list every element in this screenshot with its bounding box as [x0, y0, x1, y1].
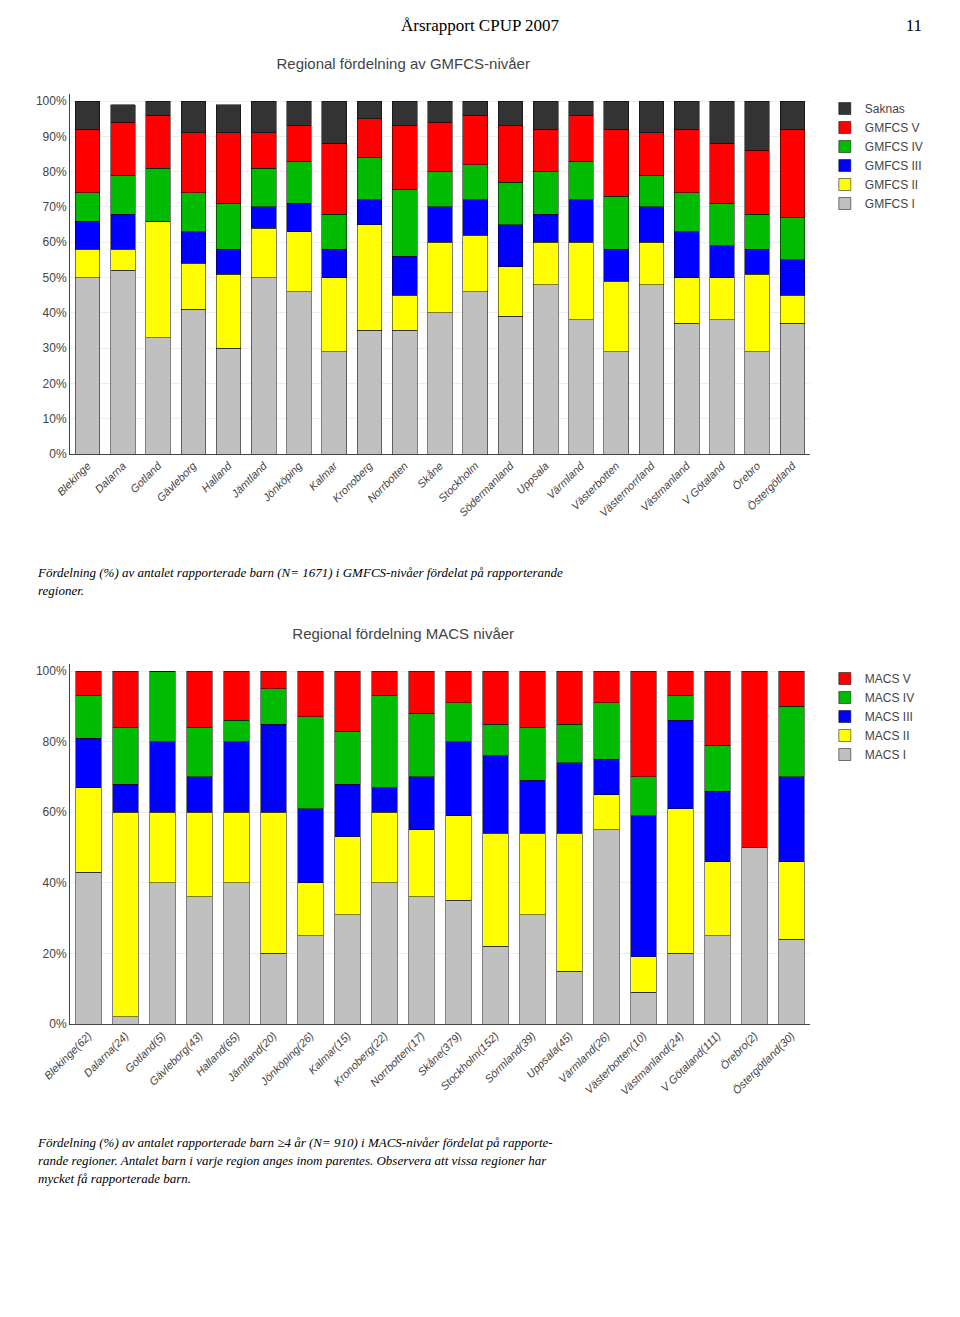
svg-text:60%: 60% — [43, 805, 67, 819]
svg-text:80%: 80% — [43, 735, 67, 749]
svg-text:Gotland(5): Gotland(5) — [123, 1029, 168, 1074]
svg-text:0%: 0% — [49, 1017, 67, 1031]
svg-text:70%: 70% — [43, 200, 67, 214]
svg-text:Östergötland: Östergötland — [745, 459, 799, 513]
svg-text:GMFCS I: GMFCS I — [865, 197, 915, 211]
svg-text:Uppsala(45): Uppsala(45) — [524, 1029, 575, 1080]
svg-text:GMFCS III: GMFCS III — [865, 159, 922, 173]
svg-text:20%: 20% — [43, 377, 67, 391]
svg-text:40%: 40% — [43, 306, 67, 320]
svg-text:Kalmar: Kalmar — [306, 459, 340, 493]
html-text:11: 11 — [905, 16, 922, 35]
svg-text:Dalarna: Dalarna — [92, 460, 128, 496]
html-text:Fördelning (%) av antalet rapp: Fördelning (%) av antalet rapporterade b… — [38, 565, 563, 580]
svg-text:Västernorrland: Västernorrland — [597, 459, 657, 519]
svg-text:V Götaland(111): V Götaland(111) — [658, 1029, 723, 1094]
svg-text:Västerbotten: Västerbotten — [569, 460, 622, 513]
svg-text:GMFCS V: GMFCS V — [865, 121, 920, 135]
svg-text:V Götaland: V Götaland — [680, 459, 728, 507]
svg-text:Skåne: Skåne — [415, 460, 446, 491]
svg-text:Västerbotten(10): Västerbotten(10) — [582, 1029, 649, 1096]
svg-text:Kronoberg(22): Kronoberg(22) — [331, 1029, 390, 1088]
svg-text:Jönköping(26): Jönköping(26) — [257, 1029, 316, 1088]
svg-text:Sörmland(39): Sörmland(39) — [482, 1029, 538, 1085]
svg-text:Halland(65): Halland(65) — [193, 1029, 242, 1078]
svg-text:Saknas: Saknas — [865, 102, 905, 116]
svg-text:Uppsala: Uppsala — [514, 460, 551, 497]
html-text:mycket få rapporterade barn.: mycket få rapporterade barn. — [38, 1171, 192, 1186]
html-text:regioner.: regioner. — [38, 583, 85, 598]
svg-text:Stockholm(152): Stockholm(152) — [438, 1029, 501, 1092]
svg-text:0%: 0% — [49, 447, 67, 461]
svg-text:30%: 30% — [43, 341, 67, 355]
svg-text:Örebro: Örebro — [730, 460, 763, 493]
svg-text:Dalarna(24): Dalarna(24) — [81, 1029, 131, 1079]
svg-text:10%: 10% — [43, 412, 67, 426]
svg-text:Gotland: Gotland — [128, 459, 164, 495]
svg-text:Jämtland(20): Jämtland(20) — [224, 1029, 279, 1084]
svg-text:60%: 60% — [43, 235, 67, 249]
svg-text:Södermanland: Södermanland — [457, 459, 517, 519]
svg-text:MACS IV: MACS IV — [865, 691, 914, 705]
svg-text:Örebro(2): Örebro(2) — [718, 1029, 760, 1071]
svg-text:Kronoberg: Kronoberg — [330, 459, 375, 504]
html-text:rande regioner. Antalet barn i: rande regioner. Antalet barn i varje reg… — [38, 1153, 547, 1168]
svg-text:Kalmar(15): Kalmar(15) — [306, 1029, 353, 1076]
svg-text:80%: 80% — [43, 165, 67, 179]
svg-text:100%: 100% — [36, 94, 67, 108]
svg-text:Värmland(26): Värmland(26) — [556, 1029, 612, 1085]
svg-text:Stockholm: Stockholm — [436, 460, 481, 505]
svg-text:Västmanland: Västmanland — [638, 459, 693, 514]
svg-text:MACS II: MACS II — [865, 729, 910, 743]
svg-text:Blekinge: Blekinge — [55, 460, 93, 498]
svg-text:Regional fördelning av GMFCS-n: Regional fördelning av GMFCS-nivåer — [276, 55, 529, 72]
svg-text:Västmanland(24): Västmanland(24) — [618, 1029, 686, 1097]
svg-text:Skåne(379): Skåne(379) — [415, 1029, 464, 1078]
svg-text:20%: 20% — [43, 947, 67, 961]
html-text:Fördelning (%) av antalet rapp: Fördelning (%) av antalet rapporterade b… — [38, 1135, 553, 1150]
svg-text:MACS V: MACS V — [865, 672, 911, 686]
svg-text:Jönköping: Jönköping — [260, 459, 305, 504]
svg-text:Regional fördelning MACS nivåe: Regional fördelning MACS nivåer — [292, 625, 514, 642]
svg-text:Gävleborg(43): Gävleborg(43) — [147, 1029, 205, 1087]
svg-text:90%: 90% — [43, 130, 67, 144]
svg-text:Halland: Halland — [199, 459, 234, 494]
svg-text:GMFCS IV: GMFCS IV — [865, 140, 923, 154]
svg-text:Norrbotten(17): Norrbotten(17) — [368, 1029, 427, 1088]
svg-text:Jämtland: Jämtland — [228, 459, 269, 500]
svg-text:MACS I: MACS I — [865, 748, 906, 762]
html-text:Årsrapport CPUP 2007: Årsrapport CPUP 2007 — [401, 16, 559, 35]
svg-text:Östergötland(30): Östergötland(30) — [730, 1029, 797, 1096]
svg-text:100%: 100% — [36, 664, 67, 678]
svg-text:50%: 50% — [43, 271, 67, 285]
svg-text:Gävleborg: Gävleborg — [154, 459, 199, 504]
svg-text:GMFCS II: GMFCS II — [865, 178, 918, 192]
svg-text:MACS III: MACS III — [865, 710, 913, 724]
svg-text:40%: 40% — [43, 876, 67, 890]
svg-text:Blekinge(62): Blekinge(62) — [42, 1029, 94, 1081]
svg-text:Norrbotten: Norrbotten — [365, 460, 410, 505]
svg-text:Värmland: Värmland — [544, 459, 586, 501]
